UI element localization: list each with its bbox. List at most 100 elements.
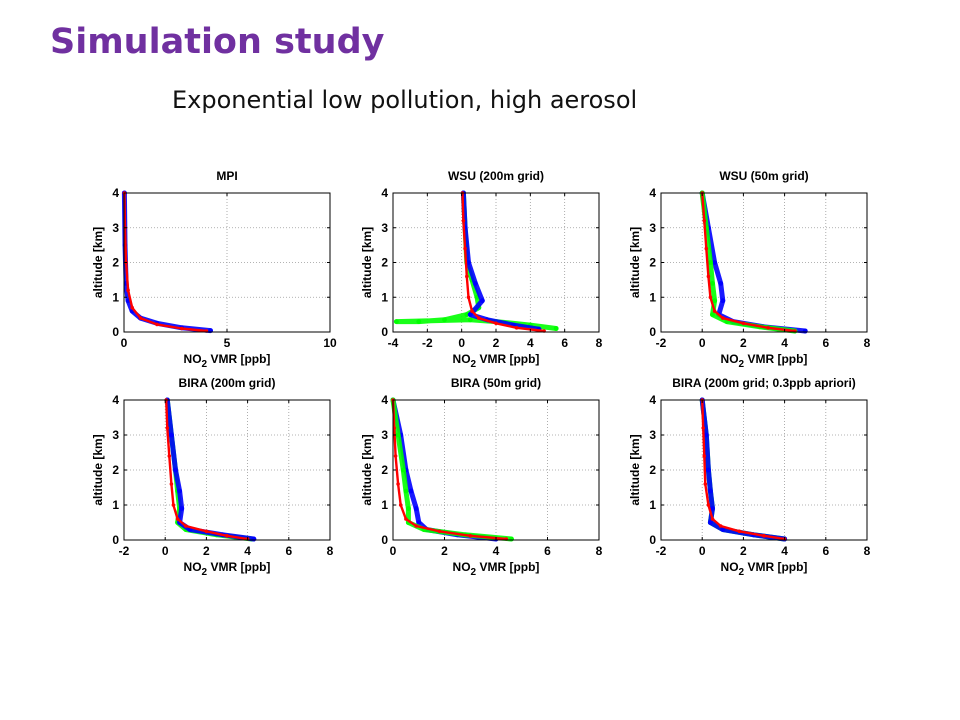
y-tick-label: 2 — [112, 463, 119, 477]
data-point — [766, 326, 770, 330]
data-point — [706, 467, 711, 473]
data-point — [708, 260, 713, 265]
y-tick-label: 1 — [112, 290, 119, 304]
data-point — [721, 316, 725, 320]
x-axis-label: NO2 VMR [ppb] — [453, 560, 540, 578]
data-point — [710, 312, 715, 317]
data-point — [467, 317, 473, 323]
data-point — [720, 298, 726, 304]
data-point — [155, 322, 159, 327]
data-point — [514, 326, 519, 330]
data-point — [718, 281, 724, 286]
y-axis-label: altitude [km] — [360, 227, 374, 298]
y-tick-label: 2 — [649, 463, 656, 477]
data-point — [169, 432, 174, 438]
y-axis-label: altitude [km] — [91, 434, 105, 505]
data-point — [710, 517, 715, 521]
x-tick-label: 2 — [493, 336, 500, 350]
x-tick-label: -2 — [422, 336, 433, 350]
y-tick-label: 1 — [381, 498, 388, 512]
data-point — [702, 219, 707, 223]
data-point — [184, 524, 188, 528]
x-tick-label: 0 — [458, 336, 465, 350]
panel-title: MPI — [216, 169, 237, 183]
data-point — [403, 488, 409, 494]
y-tick-label: 3 — [112, 428, 119, 442]
data-point — [442, 317, 447, 323]
data-point — [708, 295, 713, 300]
series-line-3 — [391, 398, 508, 541]
x-tick-label: -4 — [388, 336, 399, 350]
data-point — [393, 454, 398, 458]
x-tick-label: 4 — [244, 544, 251, 558]
data-point — [165, 426, 170, 430]
x-tick-label: -2 — [656, 544, 667, 558]
data-point — [414, 524, 419, 528]
x-axis-label: NO2 VMR [ppb] — [721, 560, 808, 578]
data-point — [179, 326, 184, 331]
y-tick-label: 3 — [381, 428, 388, 442]
y-axis-label: altitude [km] — [628, 434, 642, 505]
series-line-3 — [701, 398, 786, 541]
data-point — [712, 298, 717, 304]
y-tick-label: 2 — [381, 463, 388, 477]
data-point — [718, 524, 723, 528]
data-point — [463, 246, 467, 251]
chart-panel-2: -4 -2 0 2 4 6 8 0 1 2 3 4 WSU (200m grid) NO2 VMR [pp… — [360, 169, 603, 370]
x-tick-label: 4 — [781, 544, 788, 558]
data-point — [465, 274, 469, 279]
y-tick-label: 3 — [649, 428, 656, 442]
y-tick-label: 1 — [649, 498, 656, 512]
data-point — [706, 274, 711, 279]
x-tick-label: 4 — [493, 544, 500, 558]
y-tick-label: 2 — [112, 256, 119, 270]
x-tick-label: 2 — [203, 544, 210, 558]
data-point — [225, 534, 229, 538]
data-point — [473, 281, 478, 286]
y-tick-label: 1 — [649, 290, 656, 304]
data-point — [703, 482, 708, 486]
panel-title: WSU (50m grid) — [719, 169, 808, 183]
data-point — [466, 295, 471, 300]
data-point — [175, 517, 180, 521]
y-tick-label: 1 — [381, 290, 388, 304]
x-tick-label: 0 — [699, 336, 706, 350]
data-point — [708, 488, 713, 494]
series-line-3 — [701, 191, 797, 333]
data-point — [467, 312, 473, 317]
data-point — [494, 321, 498, 326]
chart-panel-5: 0 2 4 6 8 0 1 2 3 4 BIRA (50m grid) NO2 VMR [ppb] al… — [360, 376, 603, 578]
data-point — [509, 536, 514, 542]
y-tick-label: 0 — [649, 533, 656, 547]
data-point — [169, 482, 174, 486]
x-tick-label: 8 — [596, 544, 603, 558]
panel-title: BIRA (200m grid) — [179, 376, 276, 390]
y-axis-label: altitude [km] — [628, 227, 642, 298]
data-point — [762, 534, 766, 538]
y-tick-label: 3 — [649, 221, 656, 235]
data-point — [720, 527, 726, 532]
series-line-3 — [461, 191, 546, 333]
y-axis-label: altitude [km] — [360, 434, 374, 505]
panel-title: BIRA (50m grid) — [451, 376, 541, 390]
data-point — [179, 506, 185, 511]
x-tick-label: 8 — [864, 544, 871, 558]
y-axis-label: altitude [km] — [91, 227, 105, 298]
data-point — [470, 309, 474, 313]
data-point — [204, 529, 209, 534]
y-tick-label: 4 — [649, 186, 656, 200]
data-point — [703, 432, 709, 438]
data-point — [413, 506, 419, 511]
y-tick-label: 0 — [649, 325, 656, 339]
data-point — [479, 298, 485, 304]
data-point — [395, 432, 401, 438]
data-point — [406, 506, 411, 511]
data-point — [408, 488, 414, 494]
x-tick-label: 10 — [323, 336, 337, 350]
data-point — [737, 529, 742, 534]
x-tick-label: -2 — [656, 336, 667, 350]
x-tick-label: 4 — [527, 336, 534, 350]
